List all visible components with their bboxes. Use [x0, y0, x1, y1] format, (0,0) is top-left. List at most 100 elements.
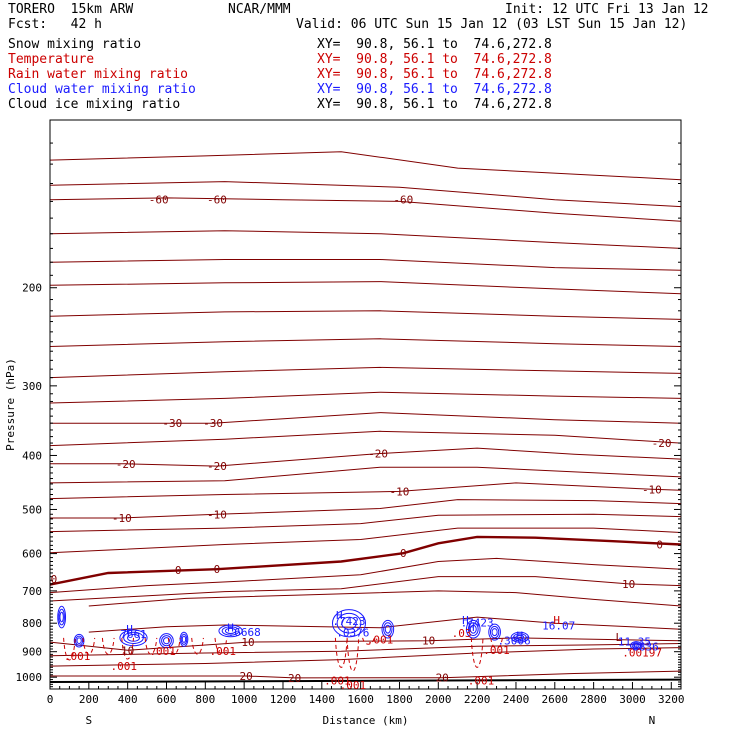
cloud-water-label: .3006	[497, 635, 530, 648]
isotherm-label: -60	[393, 194, 413, 207]
isotherm-line	[49, 576, 682, 602]
cloud-water-contour	[381, 619, 395, 639]
isotherm-label: -10	[112, 512, 132, 525]
isotherm-label: 10	[622, 578, 635, 591]
cloud-water-label: 7661	[120, 628, 147, 641]
cloud-water-contour	[57, 605, 67, 629]
y-tick-label: 300	[22, 380, 42, 393]
isotherm-line	[50, 447, 682, 467]
y-tick-label: 700	[22, 585, 42, 598]
high-marker: H	[336, 609, 343, 622]
y-tick-label: 800	[22, 617, 42, 630]
isotherm-label: -20	[652, 437, 672, 450]
x-tick-label: 200	[79, 693, 99, 706]
isotherm-line	[88, 616, 682, 633]
y-tick-label: 500	[22, 503, 42, 516]
isotherm-label: 0	[656, 539, 663, 552]
cloud-water-contour	[488, 623, 501, 641]
x-tick-label: 2600	[542, 693, 569, 706]
rain-water-contour	[362, 637, 375, 645]
rain-water-contour	[63, 637, 76, 661]
cloud-water-contour	[180, 633, 188, 645]
rain-water-contour	[82, 637, 96, 655]
isotherm-label: -10	[207, 508, 227, 521]
rain-water-contour	[334, 637, 348, 668]
high-marker: H	[126, 623, 133, 636]
valid-time: Valid: 06 UTC Sun 15 Jan 12 (03 LST Sun …	[296, 17, 688, 32]
isotherm-line	[49, 181, 682, 208]
cloud-water-label: 16.07	[542, 620, 575, 633]
terrain-line	[49, 678, 682, 683]
cloud-water-label: .7423	[332, 615, 365, 628]
cloud-water-contour	[181, 635, 187, 643]
cloud-water-contour	[59, 611, 64, 623]
rain-water-contour	[191, 637, 204, 655]
rain-label: .001	[324, 674, 351, 687]
y-tick-label: 1000	[16, 671, 43, 684]
cloud-water-contour	[218, 624, 243, 638]
cloud-water-contour	[75, 635, 84, 646]
cloud-water-contour	[510, 631, 530, 643]
isotherm-label: 10	[241, 636, 254, 649]
rain-label: .00197	[622, 647, 662, 660]
field-label-cloud-water: Cloud water mixing ratio	[8, 82, 196, 97]
isotherm-label: -10	[642, 483, 662, 496]
isotherm-label: -30	[162, 417, 182, 430]
isotherm-line	[49, 513, 682, 533]
isotherm-line	[49, 391, 682, 404]
rain-label: .001	[149, 645, 176, 658]
y-tick-label: 600	[22, 548, 42, 561]
isotherm-label: 20	[288, 672, 301, 685]
cloud-water-contour	[179, 631, 189, 647]
cloud-water-contour	[221, 626, 240, 636]
cloud-water-contour	[513, 633, 527, 642]
field-xy-cloud-ice: XY= 90.8, 56.1 to 74.6,272.8	[317, 97, 552, 112]
isotherm-line	[49, 557, 682, 594]
rain-label: .001	[367, 634, 394, 647]
isotherm-label: 0	[214, 563, 221, 576]
x-end-label-south: S	[86, 714, 93, 727]
x-tick-label: 400	[118, 693, 138, 706]
rain-label: .001	[340, 679, 367, 692]
x-tick-label: 1400	[309, 693, 336, 706]
cloud-water-label: .6668	[228, 626, 261, 639]
x-tick-label: 1600	[347, 693, 374, 706]
isotherm-line	[49, 430, 682, 447]
cloud-water-contour	[341, 616, 357, 630]
isotherm-line	[49, 482, 682, 500]
x-tick-label: 0	[47, 693, 54, 706]
cloud-water-contour	[465, 619, 481, 639]
isotherm-line	[49, 637, 682, 651]
cloud-water-contour	[631, 642, 642, 650]
cloud-water-contour	[633, 643, 640, 649]
high-marker: H	[553, 614, 560, 627]
rain-water-contour	[121, 637, 134, 660]
rain-water-contour	[144, 637, 158, 655]
field-xy-cloud-water: XY= 90.8, 56.1 to 74.6,272.8	[317, 82, 552, 97]
cloud-water-contour	[119, 629, 148, 647]
cloud-water-contour	[336, 612, 362, 634]
isotherm-line	[49, 366, 682, 379]
cloud-water-contour	[384, 624, 391, 634]
isotherm-line	[88, 590, 682, 607]
isotherm-line	[50, 670, 682, 679]
cloud-water-contour	[76, 637, 82, 644]
y-tick-label: 200	[22, 282, 42, 295]
cloud-water-label: .7423	[461, 616, 494, 629]
cloud-water-contour	[489, 625, 500, 639]
isotherm-line	[49, 643, 682, 657]
organization-label: NCAR/MMM	[228, 2, 291, 17]
cloud-water-contour	[159, 633, 174, 649]
isotherm-line	[49, 527, 682, 554]
isotherm-label: -10	[390, 485, 410, 498]
x-tick-label: 1800	[386, 693, 413, 706]
isotherm-line	[49, 535, 682, 586]
isotherm-line	[50, 412, 682, 424]
rain-water-contour	[470, 637, 484, 668]
x-tick-label: 800	[195, 693, 215, 706]
isotherm-line	[49, 647, 682, 667]
cloud-water-label: 11.35	[618, 635, 651, 648]
cloud-water-contour	[467, 622, 479, 637]
field-xy-temperature: XY= 90.8, 56.1 to 74.6,272.8	[317, 52, 552, 67]
cloud-water-contour	[491, 628, 498, 637]
